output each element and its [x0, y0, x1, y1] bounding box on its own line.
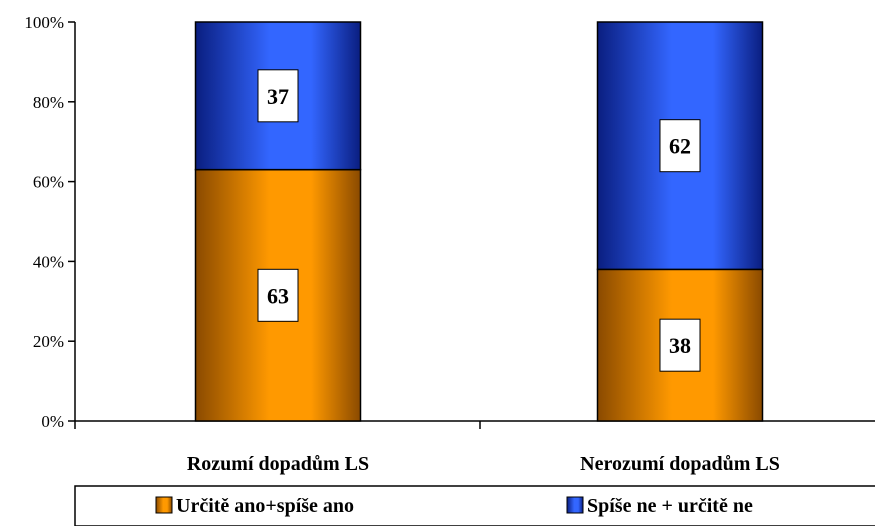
- legend-box: [74, 485, 875, 526]
- chart-legend: Určitě ano+spíše ano Spíše ne + určitě ne: [74, 485, 875, 526]
- data-label: 38: [669, 333, 691, 358]
- data-label: 62: [669, 134, 691, 159]
- y-tick-label: 0%: [41, 412, 64, 431]
- legend-swatch: [566, 496, 584, 514]
- data-label-box: [257, 268, 299, 322]
- y-tick-label: 40%: [33, 252, 64, 271]
- data-label: 37: [267, 84, 289, 109]
- y-tick-label: 60%: [33, 173, 64, 192]
- data-label: 63: [267, 283, 289, 308]
- legend-swatch: [155, 496, 173, 514]
- x-category-label: Nerozumí dopadům LS: [580, 453, 780, 475]
- data-label-box: [257, 69, 299, 123]
- legend-label: Určitě ano+spíše ano: [176, 495, 354, 517]
- legend-label: Spíše ne + určitě ne: [587, 495, 753, 517]
- chart-data-labels: 63 37 38 62: [257, 69, 701, 372]
- y-tick-label: 20%: [33, 332, 64, 351]
- x-category-label: Rozumí dopadům LS: [187, 453, 369, 475]
- y-tick-label: 100%: [24, 13, 64, 32]
- data-label-box: [659, 119, 701, 173]
- y-tick-label: 80%: [33, 93, 64, 112]
- data-label-box: [659, 318, 701, 372]
- chart-axes: 0% 20% 40% 60% 80% 100% Rozumí dopadům LS Neroz…: [24, 13, 875, 475]
